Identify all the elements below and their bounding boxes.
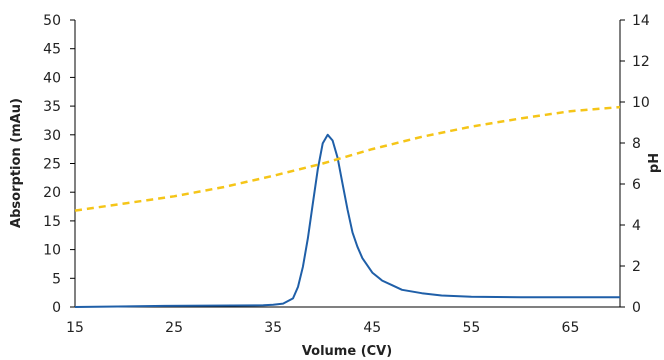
x-tick-label: 45 — [363, 320, 381, 336]
left-tick-label: 45 — [43, 42, 61, 58]
right-tick-label: 12 — [632, 54, 650, 70]
right-tick-label: 4 — [632, 218, 641, 234]
right-tick-label: 10 — [632, 95, 650, 111]
right-tick-label: 8 — [632, 136, 641, 152]
data-series — [74, 105, 621, 308]
left-tick-label: 50 — [43, 13, 61, 29]
left-tick-label: 5 — [52, 271, 61, 287]
right-tick-label: 14 — [632, 13, 650, 29]
x-tick-label: 65 — [562, 320, 580, 336]
left-tick-label: 10 — [43, 243, 61, 259]
left-axis-title: Absorption (mAu) — [9, 98, 24, 228]
x-tick-label: 55 — [462, 320, 480, 336]
left-tick-label: 0 — [52, 300, 61, 316]
x-tick-label: 35 — [264, 320, 282, 336]
axes — [70, 19, 625, 308]
left-tick-label: 20 — [43, 185, 61, 201]
left-tick-label: 35 — [43, 99, 61, 115]
left-tick-label: 40 — [43, 70, 61, 86]
left-tick-label: 30 — [43, 128, 61, 144]
left-tick-label: 15 — [43, 214, 61, 230]
x-axis-title: Volume (CV) — [302, 344, 392, 359]
ph-series-line — [74, 105, 621, 212]
right-axis-title: pH — [647, 153, 662, 173]
right-tick-label: 0 — [632, 300, 641, 316]
left-tick-label: 25 — [43, 157, 61, 173]
tick-labels: 0 5 10 15 20 25 30 35 40 45 50 0 2 4 6 8 10 12 14 15 25 35 45 5… — [43, 13, 650, 336]
right-tick-label: 2 — [632, 259, 641, 275]
x-tick-label: 25 — [165, 320, 183, 336]
x-tick-label: 15 — [66, 320, 84, 336]
absorption-series-line — [74, 133, 620, 308]
right-tick-label: 6 — [632, 177, 641, 193]
